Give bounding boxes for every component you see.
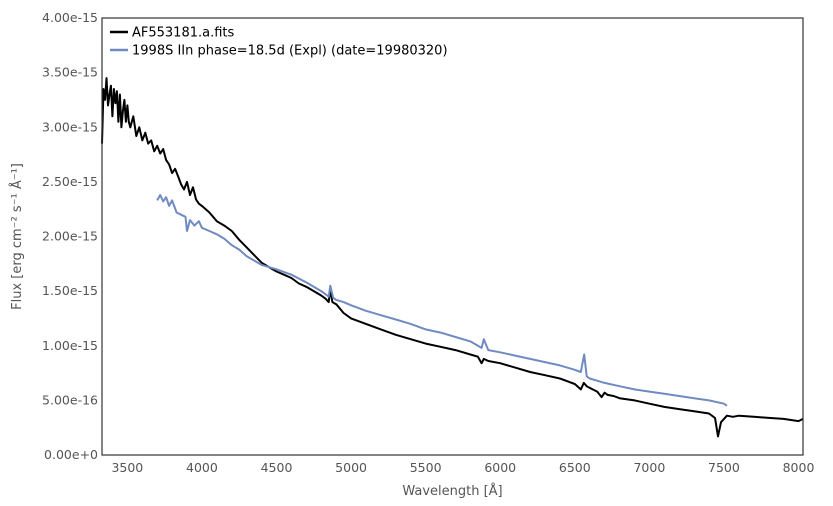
x-tick-label: 6000 <box>484 460 516 475</box>
y-tick-label: 2.00e-15 <box>42 229 98 244</box>
legend: AF553181.a.fits 1998S IIn phase=18.5d (Ex… <box>110 26 448 59</box>
x-tick-label: 7500 <box>708 460 740 475</box>
legend-label: 1998S IIn phase=18.5d (Expl) (date=19980… <box>132 44 448 59</box>
x-tick-label: 6500 <box>559 460 591 475</box>
x-axis-label: Wavelength [Å] <box>402 483 502 499</box>
y-tick-label: 5.00e-16 <box>42 392 98 407</box>
series-line-2 <box>156 194 728 407</box>
x-tick-label: 5500 <box>410 460 442 475</box>
x-axis: 3500 4000 4500 5000 5500 6000 6500 7000 7500 8000 <box>111 460 814 475</box>
x-tick-label: 7000 <box>633 460 665 475</box>
y-tick-label: 3.00e-15 <box>42 119 98 134</box>
x-tick-label: 8000 <box>783 460 815 475</box>
x-tick-label: 4500 <box>261 460 293 475</box>
y-tick-label: 2.50e-15 <box>42 174 98 189</box>
y-tick-label: 3.50e-15 <box>42 65 98 80</box>
y-axis-label: Flux [erg cm⁻² s⁻¹ Å⁻¹] <box>9 163 25 310</box>
plot-frame <box>101 17 804 456</box>
y-axis: 0.00e+0 5.00e-16 1.00e-15 1.50e-15 2.00e-15 2… <box>42 10 98 462</box>
y-tick-label: 1.50e-15 <box>42 283 98 298</box>
plot-lines <box>101 77 804 438</box>
x-tick-label: 4000 <box>186 460 218 475</box>
x-tick-label: 5000 <box>335 460 367 475</box>
series-line-1 <box>101 77 804 438</box>
y-tick-label: 4.00e-15 <box>42 10 98 25</box>
x-tick-label: 3500 <box>111 460 143 475</box>
y-tick-label: 0.00e+0 <box>44 447 98 462</box>
legend-label: AF553181.a.fits <box>132 26 235 41</box>
y-tick-label: 1.00e-15 <box>42 338 98 353</box>
